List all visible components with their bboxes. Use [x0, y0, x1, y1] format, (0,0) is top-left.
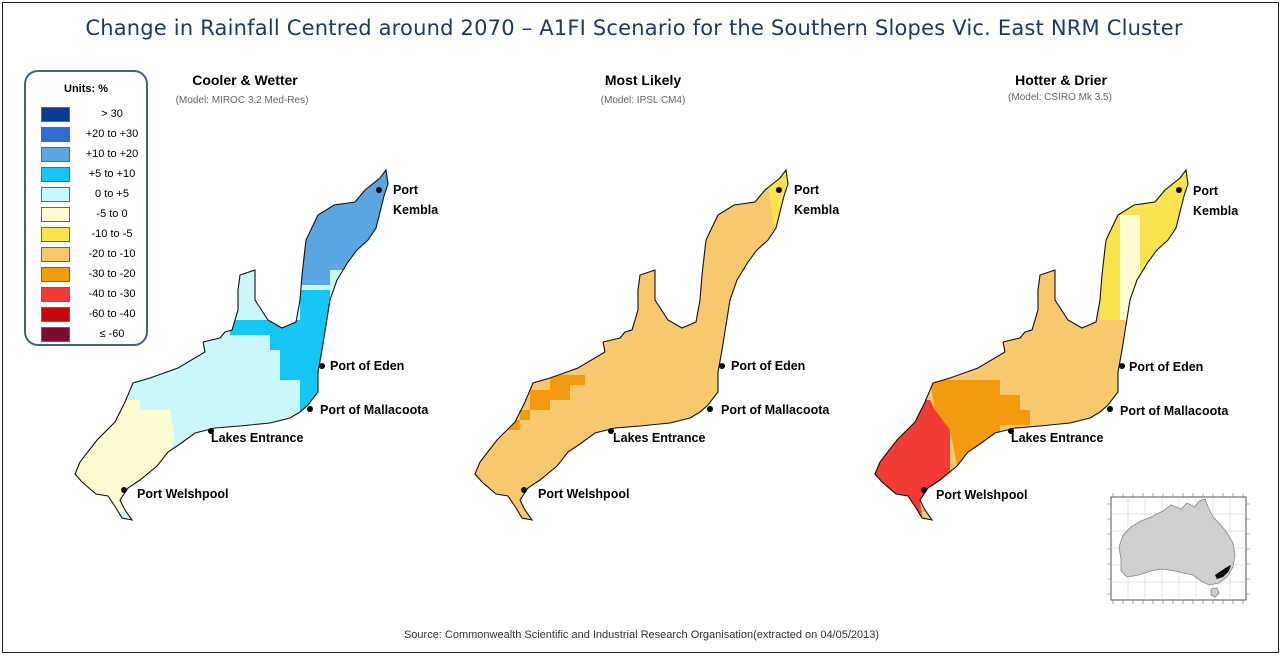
legend-item: ≤ -60	[41, 327, 141, 343]
legend-item: -30 to -20	[41, 267, 141, 283]
legend-swatch	[41, 287, 70, 302]
legend-title: Units: %	[64, 83, 108, 95]
map-title: Change in Rainfall Centred around 2070 –…	[85, 16, 1183, 40]
legend-item: +20 to +30	[41, 127, 141, 143]
label-port-kembla-kembla: Kembla	[1193, 204, 1239, 218]
panel-model-most-likely: (Model: IPSL CM4)	[600, 95, 686, 106]
label-port-kembla-port: Port	[393, 183, 418, 197]
legend-label: -30 to -20	[88, 268, 136, 280]
legend-label: -20 to -10	[88, 248, 136, 260]
label-port-of-eden: Port of Eden	[731, 359, 806, 373]
legend-item: -40 to -30	[41, 287, 141, 303]
legend-item: -20 to -10	[41, 247, 141, 263]
legend-label: -60 to -40	[88, 308, 136, 320]
panel-title-cooler-wetter: Cooler & Wetter	[192, 72, 298, 88]
label-port-of-eden: Port of Eden	[1129, 360, 1204, 374]
label-port-of-mallacoota: Port of Mallacoota	[1120, 404, 1229, 418]
label-lakes-entrance: Lakes Entrance	[211, 431, 304, 445]
legend: Units: % > 30 +20 to +30 +10 to +20 +5 t…	[24, 70, 148, 346]
legend-swatch	[41, 207, 70, 222]
label-lakes-entrance: Lakes Entrance	[1011, 431, 1104, 445]
label-lakes-entrance: Lakes Entrance	[613, 431, 706, 445]
legend-item: +5 to +10	[41, 167, 141, 183]
legend-item: -60 to -40	[41, 307, 141, 323]
source-note: Source: Commonwealth Scientific and Indu…	[403, 629, 880, 641]
legend-label: > 30	[101, 108, 123, 120]
label-port-of-mallacoota: Port of Mallacoota	[320, 403, 429, 417]
label-port-of-mallacoota: Port of Mallacoota	[721, 403, 830, 417]
legend-label: -40 to -30	[88, 288, 136, 300]
label-port-kembla-port: Port	[794, 183, 819, 197]
legend-label: +10 to +20	[85, 148, 139, 160]
cluster-highlight	[1215, 565, 1231, 579]
map-cooler-wetter	[74, 168, 389, 521]
legend-item: > 30	[41, 107, 141, 123]
label-port-welshpool: Port Welshpool	[936, 488, 1028, 502]
legend-swatch	[41, 227, 70, 242]
panel-title-hotter-drier: Hotter & Drier	[1015, 72, 1107, 88]
legend-swatch	[41, 187, 70, 202]
panel-model-hotter-drier: (Model: CSIRO Mk 3.5)	[1008, 92, 1112, 103]
legend-item: 0 to +5	[41, 187, 141, 203]
legend-swatch	[41, 127, 70, 142]
label-port-kembla-kembla: Kembla	[393, 203, 439, 217]
legend-swatch	[41, 147, 70, 162]
legend-label: -5 to 0	[96, 208, 128, 220]
label-port-welshpool: Port Welshpool	[137, 487, 229, 501]
legend-item: -10 to -5	[41, 227, 141, 243]
legend-swatch	[41, 267, 70, 282]
legend-label: -10 to -5	[91, 228, 133, 240]
legend-swatch	[41, 107, 70, 122]
legend-label: 0 to +5	[95, 188, 129, 200]
australia-locator-inset	[1107, 493, 1250, 604]
legend-swatch	[41, 247, 70, 262]
legend-swatch	[41, 167, 70, 182]
legend-label: +5 to +10	[88, 168, 136, 180]
label-port-kembla-port: Port	[1193, 184, 1218, 198]
legend-swatch	[41, 307, 70, 322]
map-hotter-drier	[874, 168, 1189, 521]
panel-model-cooler-wetter: (Model: MIROC 3.2 Med-Res)	[175, 95, 309, 106]
label-port-of-eden: Port of Eden	[330, 359, 405, 373]
legend-item: -5 to 0	[41, 207, 141, 223]
label-port-welshpool: Port Welshpool	[538, 487, 630, 501]
label-port-kembla-kembla: Kembla	[794, 203, 840, 217]
map-most-likely	[474, 168, 789, 521]
legend-label: ≤ -60	[99, 328, 125, 340]
panel-title-most-likely: Most Likely	[604, 72, 682, 88]
legend-swatch	[41, 327, 70, 342]
legend-item: +10 to +20	[41, 147, 141, 163]
legend-label: +20 to +30	[85, 128, 139, 140]
